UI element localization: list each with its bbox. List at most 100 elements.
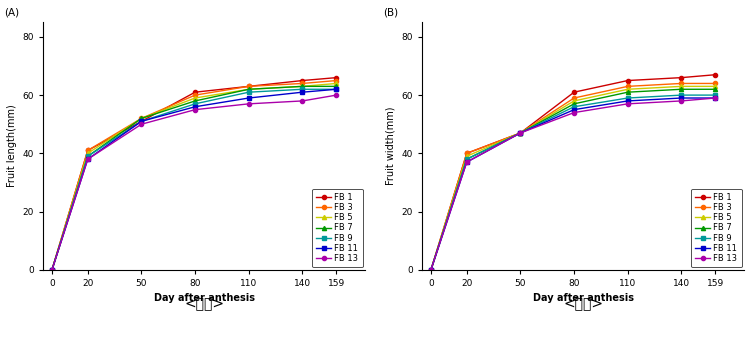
FB 11 [569, 108, 578, 112]
FB 11 [191, 105, 200, 109]
FB 3 [47, 268, 56, 272]
FB 13 [516, 131, 525, 135]
FB 5 [332, 81, 341, 85]
FB 7 [244, 87, 253, 91]
FB 13 [623, 102, 632, 106]
FB 5 [516, 131, 525, 135]
FB 7 [332, 84, 341, 89]
FB 7 [711, 87, 720, 91]
FB 1 [137, 119, 146, 124]
FB 9 [427, 268, 436, 272]
FB 5 [569, 99, 578, 103]
FB 11 [137, 119, 146, 124]
Legend: FB 1, FB 3, FB 5, FB 7, FB 9, FB 11, FB 13: FB 1, FB 3, FB 5, FB 7, FB 9, FB 11, FB … [691, 189, 741, 267]
FB 13 [332, 93, 341, 97]
FB 3 [711, 81, 720, 85]
Line: FB 3: FB 3 [429, 81, 717, 272]
Line: FB 9: FB 9 [50, 87, 339, 272]
FB 1 [191, 90, 200, 94]
FB 1 [623, 79, 632, 83]
Text: (B): (B) [383, 7, 399, 17]
Line: FB 3: FB 3 [50, 79, 339, 272]
X-axis label: Day after anthesis: Day after anthesis [532, 293, 634, 303]
Text: <황경>: <황경> [563, 298, 603, 311]
Line: FB 1: FB 1 [50, 75, 339, 272]
FB 3 [83, 148, 92, 153]
FB 13 [137, 122, 146, 126]
FB 1 [298, 79, 307, 83]
FB 11 [332, 87, 341, 91]
FB 9 [516, 131, 525, 135]
FB 3 [569, 96, 578, 100]
FB 9 [137, 119, 146, 124]
FB 5 [298, 84, 307, 89]
FB 7 [137, 116, 146, 120]
FB 9 [83, 154, 92, 158]
FB 9 [462, 157, 471, 161]
Line: FB 5: FB 5 [50, 81, 339, 272]
FB 7 [298, 84, 307, 89]
FB 1 [83, 148, 92, 153]
Line: FB 7: FB 7 [429, 87, 717, 272]
FB 5 [623, 87, 632, 91]
FB 11 [516, 131, 525, 135]
FB 11 [298, 90, 307, 94]
FB 3 [516, 131, 525, 135]
FB 1 [677, 75, 686, 80]
Line: FB 5: FB 5 [429, 84, 717, 272]
Line: FB 11: FB 11 [50, 87, 339, 272]
FB 3 [677, 81, 686, 85]
FB 9 [332, 87, 341, 91]
Line: FB 11: FB 11 [429, 96, 717, 272]
FB 7 [569, 102, 578, 106]
FB 13 [244, 102, 253, 106]
FB 9 [569, 105, 578, 109]
FB 3 [137, 116, 146, 120]
FB 5 [711, 84, 720, 89]
FB 5 [47, 268, 56, 272]
FB 11 [462, 160, 471, 164]
Line: FB 13: FB 13 [429, 96, 717, 272]
FB 9 [711, 93, 720, 97]
Y-axis label: Fruit length(mm): Fruit length(mm) [7, 105, 17, 188]
Line: FB 13: FB 13 [50, 93, 339, 272]
FB 9 [298, 87, 307, 91]
FB 1 [516, 131, 525, 135]
FB 13 [569, 110, 578, 115]
FB 3 [462, 151, 471, 155]
FB 11 [427, 268, 436, 272]
FB 5 [462, 154, 471, 158]
FB 1 [332, 75, 341, 80]
FB 9 [47, 268, 56, 272]
Y-axis label: Fruit width(mm): Fruit width(mm) [386, 107, 396, 185]
FB 3 [332, 79, 341, 83]
FB 11 [711, 96, 720, 100]
FB 11 [244, 96, 253, 100]
FB 11 [47, 268, 56, 272]
FB 7 [191, 99, 200, 103]
Text: <종경>: <종경> [184, 298, 224, 311]
X-axis label: Day after anthesis: Day after anthesis [153, 293, 255, 303]
FB 9 [677, 93, 686, 97]
FB 5 [83, 151, 92, 155]
Line: FB 9: FB 9 [429, 93, 717, 272]
FB 1 [244, 84, 253, 89]
Line: FB 1: FB 1 [429, 73, 717, 272]
FB 3 [298, 81, 307, 85]
FB 13 [47, 268, 56, 272]
FB 13 [677, 99, 686, 103]
Line: FB 7: FB 7 [50, 84, 339, 272]
FB 11 [677, 96, 686, 100]
FB 9 [244, 90, 253, 94]
FB 7 [623, 90, 632, 94]
FB 1 [427, 268, 436, 272]
FB 1 [711, 73, 720, 77]
FB 7 [462, 157, 471, 161]
FB 1 [462, 151, 471, 155]
FB 1 [569, 90, 578, 94]
FB 7 [516, 131, 525, 135]
FB 13 [191, 108, 200, 112]
FB 13 [711, 96, 720, 100]
FB 7 [47, 268, 56, 272]
FB 9 [191, 102, 200, 106]
